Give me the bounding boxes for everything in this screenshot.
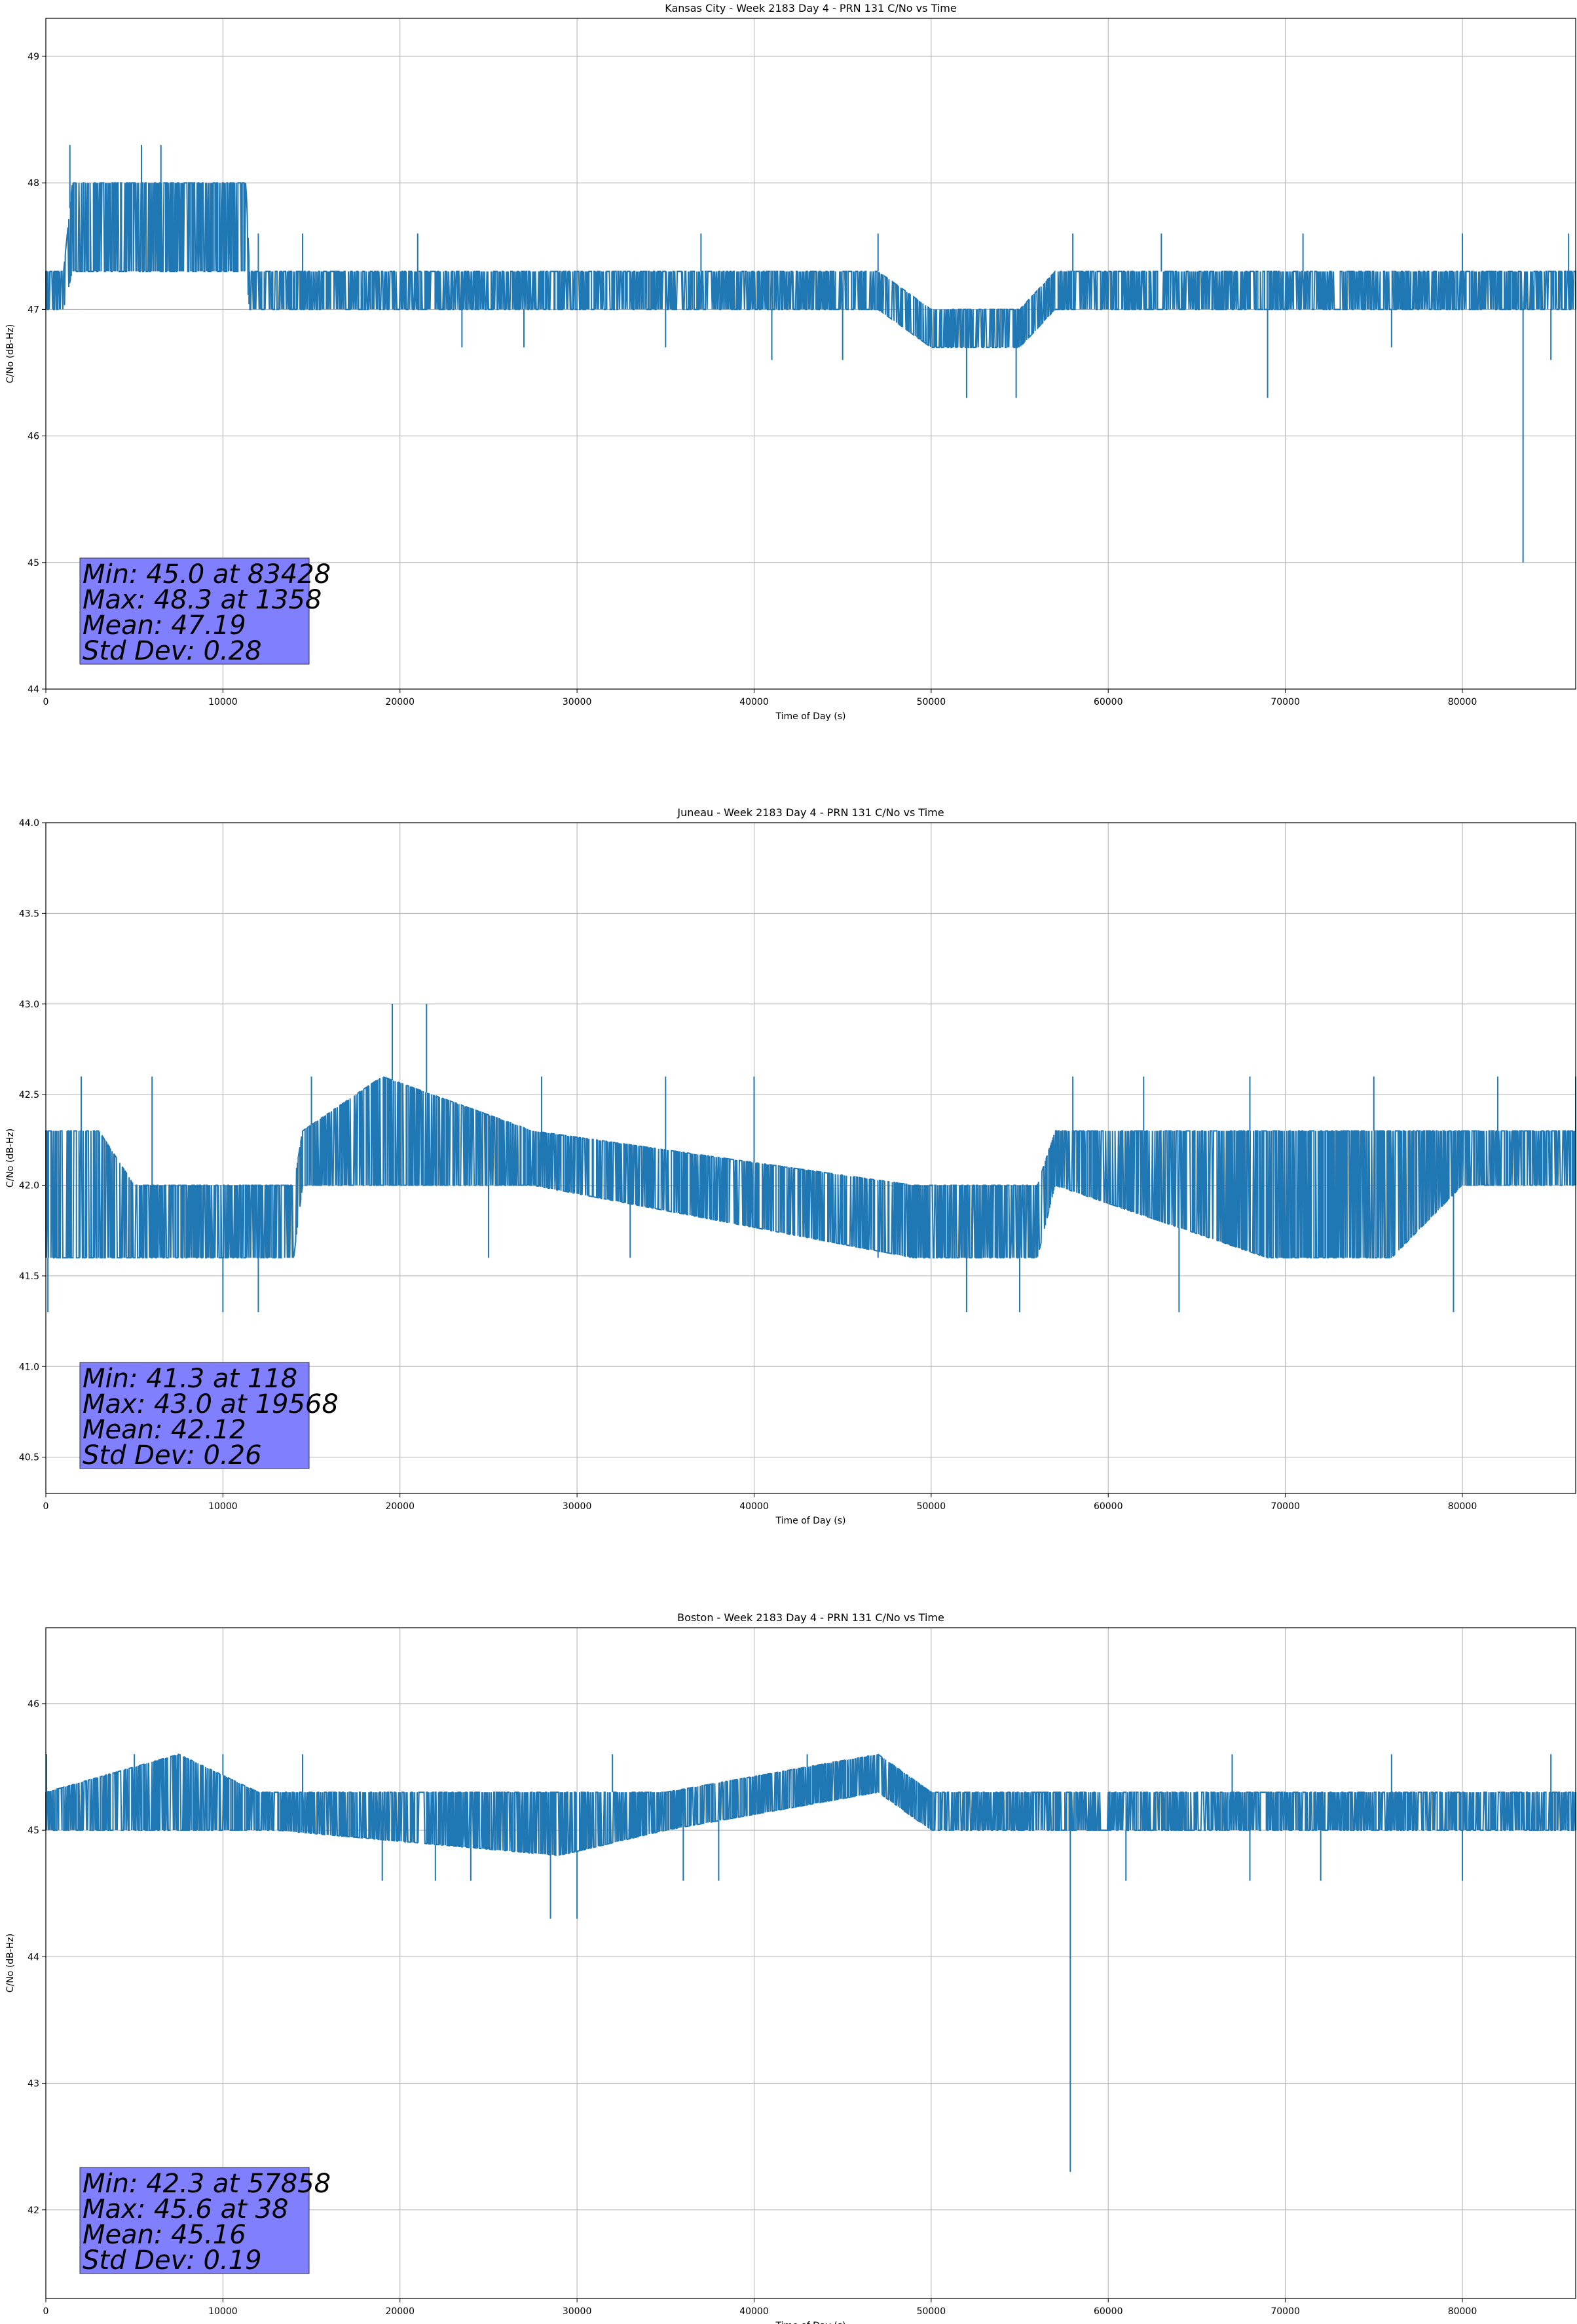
y-tick-label: 44.0 (19, 818, 39, 829)
y-tick-label: 45 (28, 558, 39, 569)
stats-line: Max: 43.0 at 19568 (83, 1389, 339, 1419)
stats-line: Max: 48.3 at 1358 (83, 585, 322, 615)
x-tick-label: 20000 (385, 2306, 415, 2317)
stats-line: Std Dev: 0.28 (83, 636, 262, 666)
x-tick-label: 0 (43, 2306, 49, 2317)
y-tick-label: 46 (28, 1699, 39, 1710)
x-tick-label: 60000 (1094, 2306, 1123, 2317)
x-tick-label: 10000 (208, 1501, 238, 1512)
y-tick-label: 42 (28, 2205, 39, 2216)
chart-title: Kansas City - Week 2183 Day 4 - PRN 131 … (665, 2, 956, 14)
y-tick-label: 46 (28, 432, 39, 442)
stats-line: Mean: 45.16 (83, 2220, 246, 2250)
x-tick-label: 30000 (563, 2306, 592, 2317)
stats-line: Std Dev: 0.19 (83, 2245, 262, 2276)
series-line (45, 1753, 1576, 1856)
x-tick-label: 0 (43, 1501, 49, 1512)
x-tick-label: 10000 (208, 2306, 238, 2317)
y-tick-label: 48 (28, 178, 39, 189)
plot-frame (45, 822, 1576, 1494)
y-tick-label: 40.5 (19, 1453, 39, 1463)
x-tick-label: 50000 (917, 697, 946, 707)
y-tick-label: 47 (28, 305, 39, 315)
chart-panel-2: Boston - Week 2183 Day 4 - PRN 131 C/No … (5, 1611, 1576, 2324)
plot-frame (45, 18, 1576, 690)
x-tick-label: 20000 (385, 697, 415, 707)
stats-line: Min: 42.3 at 57858 (83, 2169, 331, 2199)
y-axis-label: C/No (dB-Hz) (5, 324, 16, 383)
y-tick-label: 44 (28, 684, 39, 695)
x-tick-label: 80000 (1448, 697, 1477, 707)
x-tick-label: 40000 (739, 1501, 769, 1512)
x-tick-label: 50000 (917, 1501, 946, 1512)
y-tick-label: 49 (28, 52, 39, 62)
stats-box (79, 1362, 310, 1469)
x-tick-label: 30000 (563, 1501, 592, 1512)
y-tick-label: 43.0 (19, 1000, 39, 1010)
x-tick-label: 50000 (917, 2306, 946, 2317)
x-tick-label: 40000 (739, 2306, 769, 2317)
x-tick-label: 40000 (739, 697, 769, 707)
y-tick-label: 41.5 (19, 1271, 39, 1282)
chart-title: Boston - Week 2183 Day 4 - PRN 131 C/No … (677, 1611, 944, 1624)
x-axis-label: Time of Day (s) (775, 711, 846, 722)
y-tick-label: 45 (28, 1826, 39, 1836)
y-axis-label: C/No (dB-Hz) (5, 1934, 16, 1993)
chart-panel-0: Kansas City - Week 2183 Day 4 - PRN 131 … (5, 2, 1576, 722)
stats-line: Std Dev: 0.26 (83, 1440, 262, 1471)
x-tick-label: 80000 (1448, 2306, 1477, 2317)
stats-box (79, 2167, 310, 2274)
stats-line: Mean: 47.19 (83, 610, 246, 641)
x-tick-label: 0 (43, 697, 49, 707)
x-tick-label: 70000 (1271, 1501, 1300, 1512)
x-axis-label: Time of Day (s) (775, 2321, 846, 2324)
y-tick-label: 44 (28, 1952, 39, 1962)
y-tick-label: 43 (28, 2079, 39, 2090)
x-tick-label: 80000 (1448, 1501, 1477, 1512)
stats-line: Min: 41.3 at 118 (83, 1364, 297, 1394)
x-tick-label: 70000 (1271, 697, 1300, 707)
stats-line: Max: 45.6 at 38 (83, 2194, 288, 2224)
stats-line: Min: 45.0 at 83428 (83, 559, 331, 590)
x-axis-label: Time of Day (s) (775, 1516, 846, 1526)
y-axis-label: C/No (dB-Hz) (5, 1129, 16, 1188)
y-tick-label: 43.5 (19, 909, 39, 919)
x-tick-label: 20000 (385, 1501, 415, 1512)
y-tick-label: 42.5 (19, 1090, 39, 1100)
chart-panel-1: Juneau - Week 2183 Day 4 - PRN 131 C/No … (5, 806, 1576, 1526)
x-tick-label: 70000 (1271, 2306, 1300, 2317)
y-tick-label: 41.0 (19, 1362, 39, 1372)
plot-frame (45, 1627, 1576, 2299)
x-tick-label: 60000 (1094, 1501, 1123, 1512)
x-tick-label: 30000 (563, 697, 592, 707)
chart-title: Juneau - Week 2183 Day 4 - PRN 131 C/No … (677, 806, 944, 819)
stats-box (79, 557, 310, 665)
y-tick-label: 42.0 (19, 1181, 39, 1191)
stats-line: Mean: 42.12 (83, 1415, 246, 1445)
series-line (46, 182, 1576, 348)
x-tick-label: 10000 (208, 697, 238, 707)
x-tick-label: 60000 (1094, 697, 1123, 707)
series-line (45, 1076, 1576, 1259)
